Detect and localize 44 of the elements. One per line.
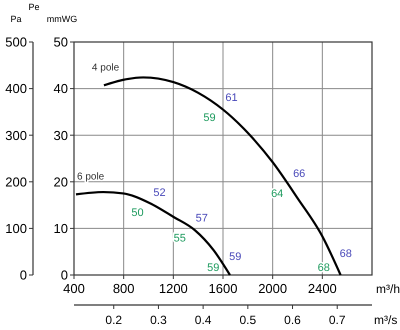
y-tick-label: 40 [54,81,68,96]
y2-tick-label: 200 [5,174,27,190]
y-tick-label: 30 [54,128,68,143]
annotation: 57 [196,212,208,224]
y-axis-title: mmWG [46,14,78,24]
annotation: 52 [153,187,166,200]
y2-tick-label: 400 [5,81,27,96]
x2-tick-label: 0.2 [105,313,122,327]
x2-tick-label: 0.3 [150,313,168,327]
series-label: 4 pole [92,62,120,74]
annotation: 50 [131,207,144,220]
text: Pe [28,2,40,12]
y-tick-label: 20 [54,174,68,190]
annotation: 68 [318,262,330,274]
x-tick-label: 400 [63,281,85,296]
y2-tick-label: 300 [5,128,27,143]
y2-tick-label: 500 [5,34,27,50]
annotation: 55 [174,232,186,244]
x-tick-label: 1600 [208,281,238,296]
y-tick-label: 10 [54,220,68,236]
x-axis-title: m³/h [376,282,400,296]
annotation: 59 [203,112,216,124]
y-tick-label: 50 [54,34,68,50]
x-tick-label: 2400 [308,281,337,296]
annotation: 66 [293,168,306,180]
y-tick-label: 0 [60,268,68,283]
x2-tick-label: 0.4 [194,313,212,327]
x2-tick-label: 0.6 [284,313,302,327]
annotation: 64 [271,188,284,200]
x-tick-label: 800 [112,281,135,296]
x2-axis-title: m³/s [374,313,398,327]
annotation: 61 [225,92,238,104]
annotation: 68 [340,248,352,260]
y2-tick-label: 0 [20,268,27,283]
x-tick-label: 2000 [258,281,288,296]
annotation: 59 [207,262,220,274]
x-tick-label: 1200 [158,281,188,296]
x2-tick-label: 0.5 [239,313,256,327]
x2-tick-label: 0.7 [328,313,346,327]
annotation: 59 [229,250,242,263]
series-label: 6 pole [77,171,105,182]
y2-tick-label: 100 [5,220,27,236]
line-series [102,76,342,276]
y2-axis-title: Pa [10,14,22,24]
